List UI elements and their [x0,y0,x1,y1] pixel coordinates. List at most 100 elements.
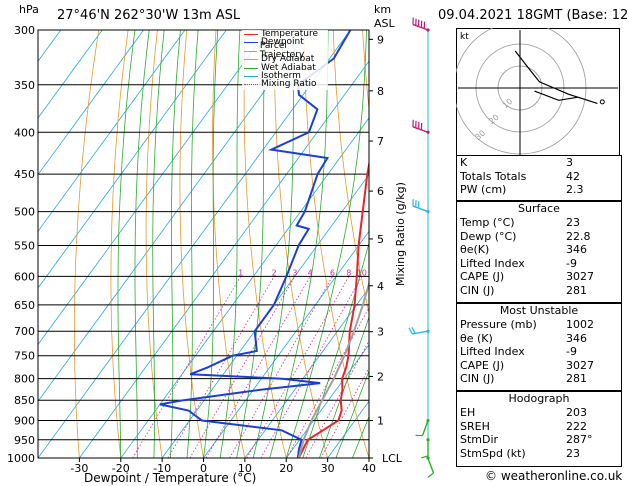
temperature-tick-label: -30 [70,462,88,475]
isotherm-line [161,173,369,458]
wind-barb-feather [427,472,434,478]
wind-barb-feather [411,327,416,334]
chart-legend: Temperature Dewpoint Parcel Trajectory Dry … [242,30,328,90]
mixing-ratio-label: 3 [292,268,297,277]
surface-table: Temp (°C) 23 Dewp (°C) 22.8 θe(K) 346 Lifted I… [457,216,597,297]
surface-row: Lifted Index -9 [457,257,597,271]
legend-item: Dry Adiabat [244,55,314,64]
surface-value: 3027 [566,270,594,283]
most-unstable-row: θe (K) 346 [457,332,597,346]
most-unstable-title: Most Unstable [499,304,579,317]
index-row: PW (cm) 2.3 [457,183,587,197]
wind-barb-base [426,418,430,423]
isotherm-line [38,30,103,119]
pressure-tick-label: 700 [14,325,35,338]
most-unstable-label: Lifted Index [460,345,525,358]
hodograph-stat-value: 203 [566,406,587,419]
surface-value: 22.8 [566,229,591,243]
most-unstable-value: 1002 [566,318,594,331]
isotherm-line [38,30,186,232]
km-tick-label: 2 [377,370,384,383]
temperature-tick-label: -20 [112,462,130,475]
surface-row: θe(K) 346 [457,243,597,257]
mixing-ratio-label: 2 [272,268,277,277]
legend-label: Mixing Ratio [261,79,317,90]
profile-temperature [297,159,369,458]
hodograph-stats-box: Hodograph EH 203 SREH 222 StmDir 287° StmSpd (… [456,391,622,467]
isotherm-line [38,30,351,458]
pressure-tick-label: 500 [14,206,35,219]
run-datetime: 09.04.2021 18GMT (Base: 12) [438,8,629,23]
mixing-ratio-label: 1 [238,268,243,277]
mixing-ratio-line [260,276,363,458]
surface-label: θe(K) [460,243,490,256]
hodograph-stat-label: StmSpd (kt) [460,446,526,460]
hodograph-stats-title: Hodograph [508,392,570,405]
legend-item: Mixing Ratio [244,80,316,89]
pressure-tick-label: 900 [14,415,35,428]
profile-parcel [297,280,369,458]
index-row: Totals Totals 42 [457,170,587,184]
pressure-tick-label: 350 [14,79,35,92]
most-unstable-box: Most Unstable Pressure (mb) 1002 θe (K) 346… [456,303,622,391]
legend-item: Parcel Trajectory [244,42,328,60]
surface-row: Temp (°C) 23 [457,216,597,230]
most-unstable-value: -9 [566,345,577,358]
hodograph-unit-label: kt [460,32,469,42]
wind-barb-base [426,130,430,134]
hodograph-stat-value: 287° [566,433,593,446]
wind-barb-shaft [421,420,429,436]
temperature-tick-label: 0 [200,462,207,475]
surface-label: Dewp (°C) [460,229,517,243]
storm-motion-marker [599,99,605,105]
mixing-ratio-label: 25 [413,268,423,277]
legend-label: Temperature [261,29,319,39]
temperature-tick-label: -10 [153,462,171,475]
surface-value: -9 [566,256,577,270]
index-value: 2.3 [566,183,584,196]
wind-barb-base [426,329,430,333]
hodograph-stat-value: 23 [566,446,580,460]
hodograph-stat-label: SREH [460,419,490,433]
mixing-ratio-axis-label: Mixing Ratio (g/kg) [394,182,407,286]
profile-dewpoint [159,30,352,458]
most-unstable-row: CAPE (J) 3027 [457,359,597,373]
legend-swatch [244,76,258,77]
wind-barb-base [426,28,430,32]
index-value: 3 [566,156,573,169]
temperature-tick-label: 20 [279,462,293,475]
pressure-tick-label: 400 [14,126,35,139]
most-unstable-table: Pressure (mb) 1002 θe (K) 346 Lifted Index -9… [457,318,597,386]
most-unstable-value: 281 [566,372,587,385]
most-unstable-label: CAPE (J) [460,358,505,372]
axes-labels: 3003504004505005506006507007508008509009… [7,24,403,475]
x-axis-title: Dewpoint / Temperature (°C) [84,471,257,485]
surface-title: Surface [518,202,560,215]
pressure-tick-label: 750 [14,350,35,363]
wind-barb-base [426,209,430,214]
temperature-tick-label: 10 [238,462,252,475]
surface-label: Lifted Index [460,256,525,270]
pressure-tick-label: 850 [14,394,35,407]
index-label: PW (cm) [460,183,507,196]
pressure-tick-label: 950 [14,434,35,447]
most-unstable-value: 3027 [566,358,594,372]
isotherm-line [38,30,227,289]
isotherm-line [79,60,369,458]
dry-adiabat-line [362,30,369,113]
legend-swatch [244,59,258,61]
km-tick-label: 9 [377,33,384,46]
legend-label: Dry Adiabat [261,54,315,65]
surface-box: Surface Temp (°C) 23 Dewp (°C) 22.8 θe(K) 346… [456,201,622,303]
legend-label: Isotherm [261,71,301,81]
most-unstable-row: Pressure (mb) 1002 [457,318,597,332]
most-unstable-row: CIN (J) 281 [457,372,597,386]
most-unstable-value: 346 [566,331,587,345]
asl-unit-label: ASL [374,17,395,30]
legend-swatch [244,84,258,86]
legend-label: Parcel Trajectory [259,41,305,61]
temperature-tick-label: 40 [362,462,376,475]
pressure-tick-label: 550 [14,239,35,252]
hodograph-stat-row: EH 203 [457,406,596,420]
